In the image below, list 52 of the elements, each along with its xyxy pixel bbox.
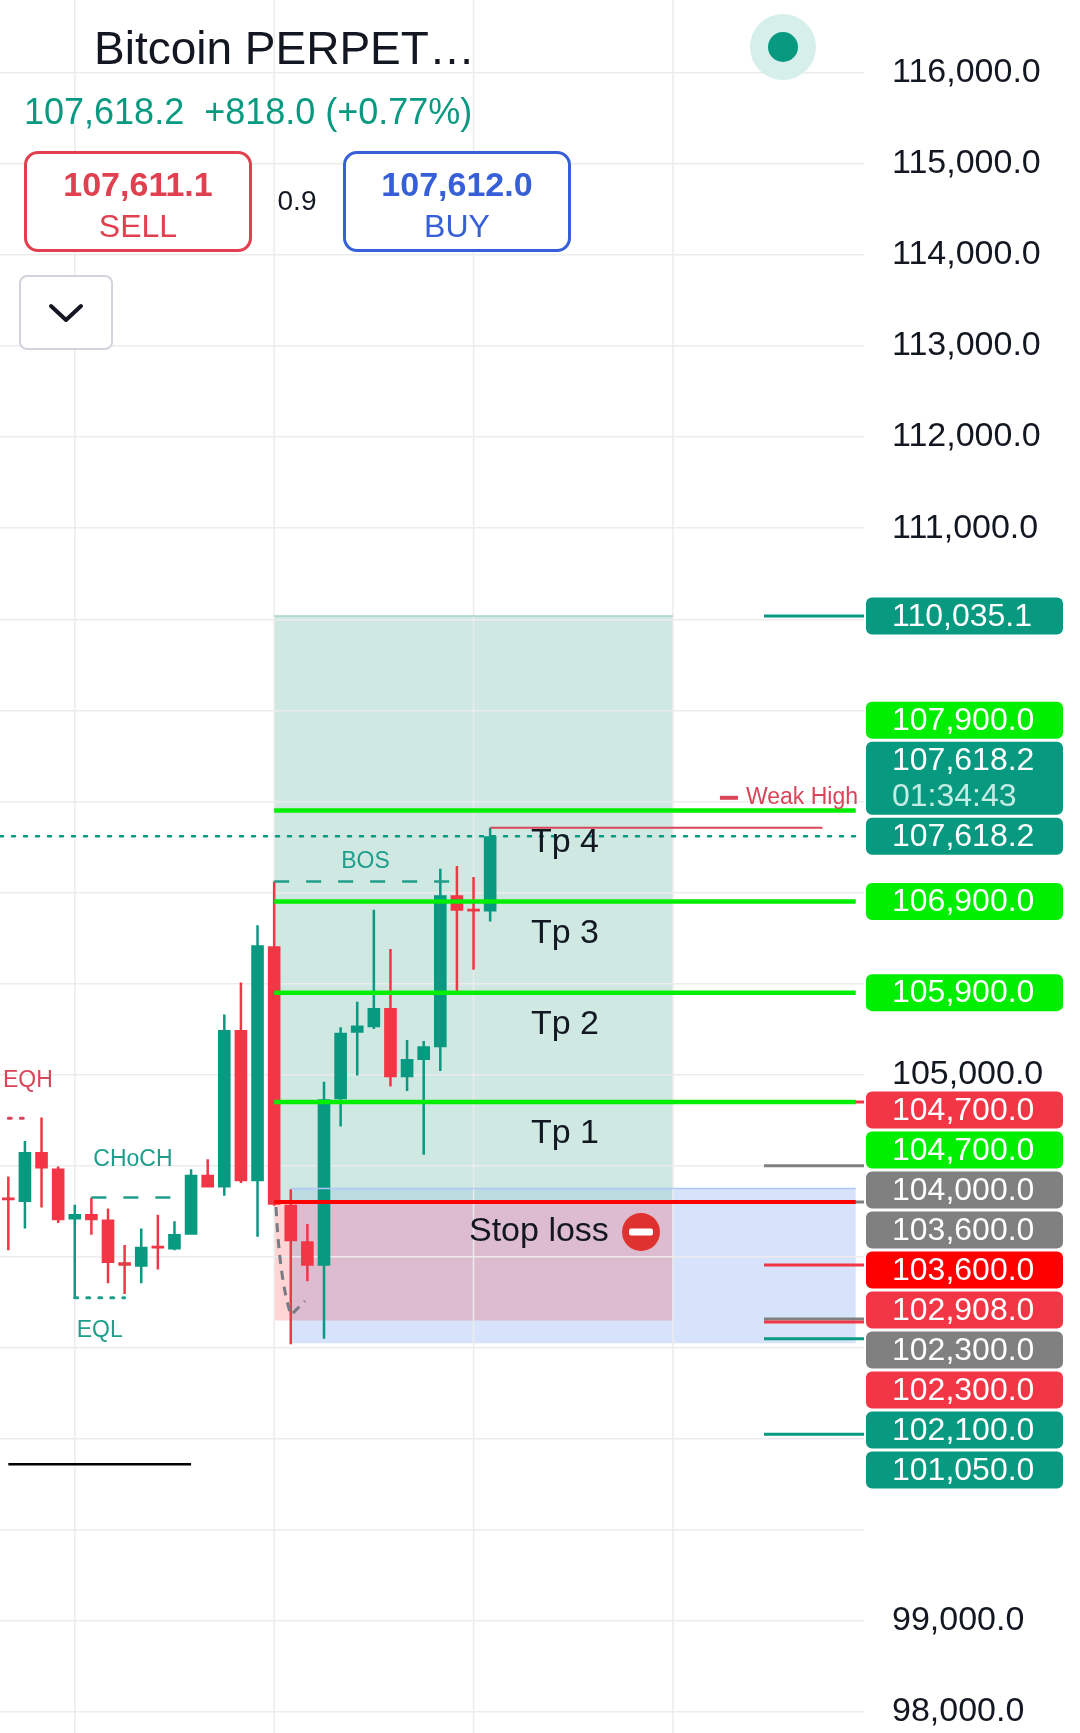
y-tick-label: 99,000.0 <box>892 1599 1025 1638</box>
ref-line-label: 104,000.0 <box>892 1170 1035 1207</box>
annotation: 107,611.1 <box>62 164 214 205</box>
candlestick <box>467 876 480 970</box>
sell-button: 107,611.1 SELL <box>24 151 252 252</box>
candlestick <box>118 1244 131 1295</box>
ref-line-label: 102,300.0 <box>892 1330 1035 1367</box>
series-label: EQH <box>3 1065 53 1092</box>
series-label: BOS <box>341 846 390 873</box>
y-tick-label: 113,000.0 <box>892 324 1041 363</box>
text: Bitcoin PERPET… <box>94 21 475 76</box>
annotation: 0.9 <box>276 184 318 218</box>
data-label: 103,600.0 <box>892 1250 1035 1287</box>
candlestick <box>35 1117 48 1208</box>
text: 107,618.2 +818.0 (+0.77%) <box>24 90 473 134</box>
series-label: Tp 1 <box>530 1112 599 1151</box>
series-label: Stop loss <box>469 1210 609 1249</box>
y-tick-label: 116,000.0 <box>892 51 1041 90</box>
data-label: 106,900.0 <box>892 882 1035 919</box>
data-label: 107,900.0 <box>892 700 1035 737</box>
ref-line-label: 107,618.2 <box>892 816 1035 853</box>
series-label: Tp 2 <box>530 1003 599 1041</box>
data-label: 104,700.0 <box>892 1130 1035 1167</box>
candlestick <box>1 1176 15 1251</box>
text: 107,618.2 01:34:43 <box>892 740 1035 813</box>
annotation: SELL <box>97 207 179 246</box>
ref-line-label: 101,050.0 <box>892 1450 1035 1487</box>
annotation: BUY <box>423 207 491 246</box>
data-label: 105,900.0 <box>892 973 1035 1010</box>
y-tick-label: 98,000.0 <box>892 1690 1025 1729</box>
series-label: Tp 3 <box>530 911 599 950</box>
buy-button: 107,612.0 BUY <box>343 151 571 252</box>
ref-line-label: 104,700.0 <box>892 1090 1035 1127</box>
ref-line-label: 102,300.0 <box>892 1370 1035 1407</box>
candlestick <box>301 1223 314 1282</box>
series-label: CHoCH <box>93 1144 173 1171</box>
y-tick-label: 112,000.0 <box>892 415 1041 454</box>
y-tick-label: 111,000.0 <box>892 506 1039 545</box>
y-tick-label: 115,000.0 <box>892 142 1041 181</box>
ref-line-label: 102,908.0 <box>892 1290 1035 1327</box>
candlestick <box>85 1197 98 1235</box>
ref-line-label: 110,035.1 <box>892 596 1032 633</box>
y-tick-label: 114,000.0 <box>892 233 1041 272</box>
legend-label: Weak High <box>745 783 858 810</box>
ref-line-label: 102,100.0 <box>892 1410 1035 1447</box>
candlestick <box>417 1040 431 1155</box>
candlestick <box>201 1159 215 1188</box>
ref-line-label: 103,600.0 <box>892 1210 1035 1247</box>
series-label: Tp 4 <box>530 820 599 859</box>
annotation: 107,612.0 <box>380 164 534 205</box>
series-label: EQL <box>76 1316 123 1343</box>
y-tick-label: 105,000.0 <box>892 1052 1044 1091</box>
